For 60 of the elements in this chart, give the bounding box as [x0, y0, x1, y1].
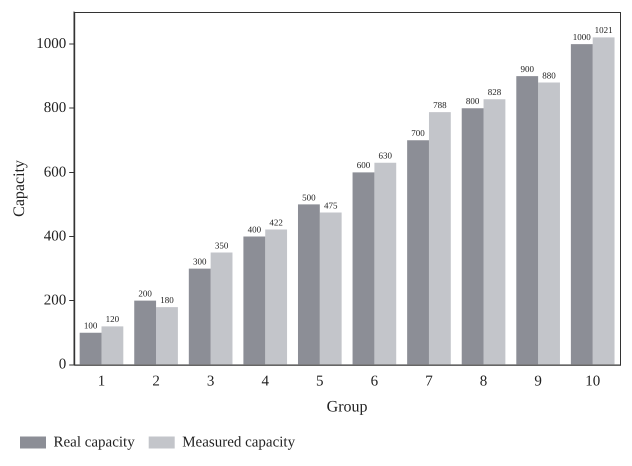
bar — [462, 108, 484, 364]
bar — [298, 204, 320, 364]
y-tick-label: 1000 — [36, 36, 66, 52]
x-tick-label: 10 — [585, 374, 600, 390]
data-label: 350 — [214, 240, 229, 250]
data-label: 100 — [84, 320, 98, 331]
y-tick-label: 0 — [58, 356, 66, 373]
data-label: 1021 — [594, 25, 613, 36]
data-label: 800 — [466, 96, 480, 106]
y-tick-label: 200 — [44, 292, 66, 309]
bar — [156, 307, 178, 364]
data-label: 120 — [106, 314, 120, 324]
data-label: 475 — [324, 200, 338, 210]
x-tick-label: 6 — [370, 374, 379, 390]
data-label: 600 — [356, 160, 371, 170]
data-label: 500 — [302, 192, 316, 202]
data-label: 200 — [138, 288, 152, 299]
data-label: 1000 — [572, 32, 592, 42]
bar — [352, 172, 374, 364]
x-tick-label: 9 — [534, 374, 542, 390]
data-label: 828 — [488, 87, 502, 98]
y-tick-label: 800 — [44, 100, 66, 116]
x-tick-label: 5 — [316, 374, 324, 390]
x-tick-label: 8 — [480, 374, 488, 390]
bar — [243, 236, 266, 364]
bar — [428, 112, 451, 364]
bar — [516, 76, 538, 364]
data-label: 788 — [433, 100, 448, 110]
bar — [134, 300, 156, 364]
bar — [265, 229, 288, 364]
x-tick-label: 4 — [261, 374, 270, 390]
x-tick-label: 3 — [206, 374, 214, 390]
legend-label: Measured capacity — [182, 434, 296, 450]
data-label: 400 — [248, 224, 262, 234]
bar — [188, 268, 211, 364]
x-axis-title: Group — [326, 398, 368, 416]
data-label: 630 — [378, 150, 393, 161]
data-label: 880 — [542, 70, 556, 80]
bar — [484, 99, 506, 364]
x-tick-label: 2 — [152, 374, 160, 390]
bar — [101, 326, 124, 364]
bar — [538, 82, 560, 364]
y-axis-title: Capacity — [10, 160, 28, 217]
bar — [374, 162, 396, 364]
y-tick-label: 400 — [44, 228, 66, 244]
data-label: 300 — [192, 256, 207, 266]
x-tick-label: 1 — [98, 374, 106, 390]
data-label: 900 — [520, 64, 534, 74]
legend-label: Real capacity — [54, 434, 136, 450]
bar — [570, 44, 593, 364]
data-label: 180 — [160, 294, 174, 305]
bar — [592, 37, 615, 364]
data-label: 422 — [269, 217, 283, 228]
x-tick-label: 7 — [425, 374, 434, 390]
data-label: 700 — [411, 128, 426, 138]
bar — [320, 212, 342, 364]
y-tick-label: 600 — [44, 164, 66, 180]
bar — [407, 140, 429, 364]
bar — [80, 332, 102, 364]
bar — [210, 252, 232, 364]
